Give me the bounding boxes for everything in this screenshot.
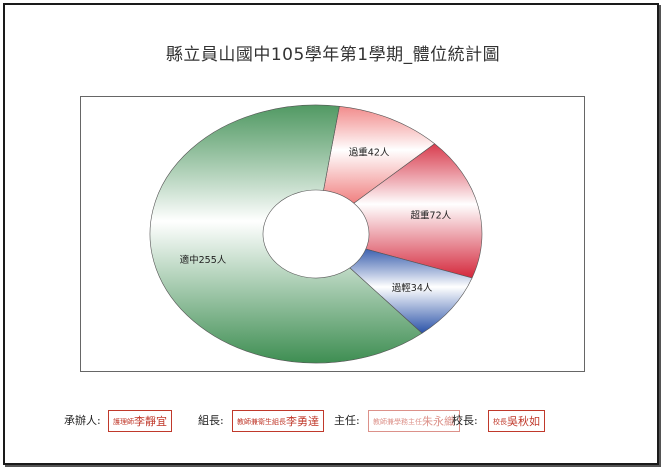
slice-label-1: 超重72人: [411, 209, 452, 221]
stamp-section-chief: 教師兼衛生組長李勇達: [232, 410, 324, 432]
stamp-director-name: 朱永織: [422, 415, 455, 428]
signature-label-section-chief: 組長:: [198, 414, 224, 427]
signature-label-principal: 校長:: [452, 414, 478, 427]
signature-label-handler: 承辦人:: [64, 414, 101, 427]
stamp-director-title: 教師兼學務主任: [373, 418, 422, 426]
stamp-section-chief-name: 李勇達: [286, 415, 319, 428]
stamp-section-chief-title: 教師兼衛生組長: [237, 418, 286, 426]
signature-label-director: 主任:: [334, 414, 360, 427]
slice-0: [323, 105, 436, 204]
stamp-handler-name: 李靜宜: [134, 415, 167, 428]
stamp-principal-name: 吳秋如: [507, 415, 540, 428]
stamp-principal-title: 校長: [493, 418, 507, 426]
page-frame: [3, 3, 659, 465]
chart-title: 縣立員山國中105學年第1學期_體位統計圖: [165, 45, 501, 65]
signature-row: 承辦人: 護理師李靜宜 組長: 教師兼衛生組長李勇達 主任: 教師兼學務主任朱永…: [0, 408, 666, 438]
slice-1: [353, 143, 483, 279]
slice-label-2: 過輕34人: [392, 282, 433, 294]
stamp-director: 教師兼學務主任朱永織: [368, 410, 460, 432]
slice-label-0: 過重42人: [349, 146, 390, 158]
stamp-handler: 護理師李靜宜: [108, 410, 172, 432]
stamp-principal: 校長吳秋如: [488, 410, 545, 432]
slice-label-3: 適中255人: [180, 254, 227, 266]
plot-area: 過重42人超重72人過輕34人 適中255人: [80, 96, 585, 372]
stamp-handler-title: 護理師: [113, 418, 134, 426]
slice-3: [149, 104, 423, 364]
